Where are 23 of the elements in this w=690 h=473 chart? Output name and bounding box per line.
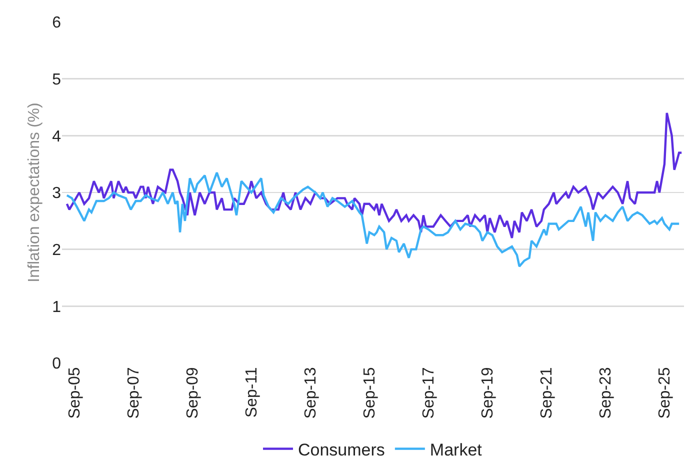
x-tick-label: Sep-07 (126, 367, 143, 419)
y-tick-label: 6 (52, 14, 62, 32)
x-tick-label: Sep-25 (656, 367, 674, 419)
x-tick-label: Sep-05 (66, 367, 84, 419)
x-tick-label: Sep-11 (244, 367, 261, 418)
y-axis-title: Inflation expectations (%) (26, 102, 43, 282)
legend-label: Consumers (298, 440, 385, 460)
y-tick-label: 1 (52, 298, 62, 316)
y-tick-label: 0 (52, 356, 62, 373)
x-tick-label: Sep-09 (184, 367, 202, 419)
x-tick-label: Sep-19 (480, 367, 497, 419)
legend-label: Market (430, 440, 482, 460)
y-tick-label: 2 (52, 242, 62, 259)
line-series (66, 112, 683, 240)
y-tick-label: 5 (52, 71, 62, 88)
x-tick-label: Sep-13 (302, 367, 320, 419)
y-tick-label: 3 (52, 185, 62, 202)
line-series (66, 172, 680, 268)
x-tick-label: Sep-15 (362, 367, 379, 419)
y-tick-label: 4 (52, 128, 62, 146)
x-tick-label: Sep-21 (538, 367, 556, 419)
x-tick-label: Sep-23 (598, 367, 615, 419)
x-tick-label: Sep-17 (420, 367, 438, 419)
